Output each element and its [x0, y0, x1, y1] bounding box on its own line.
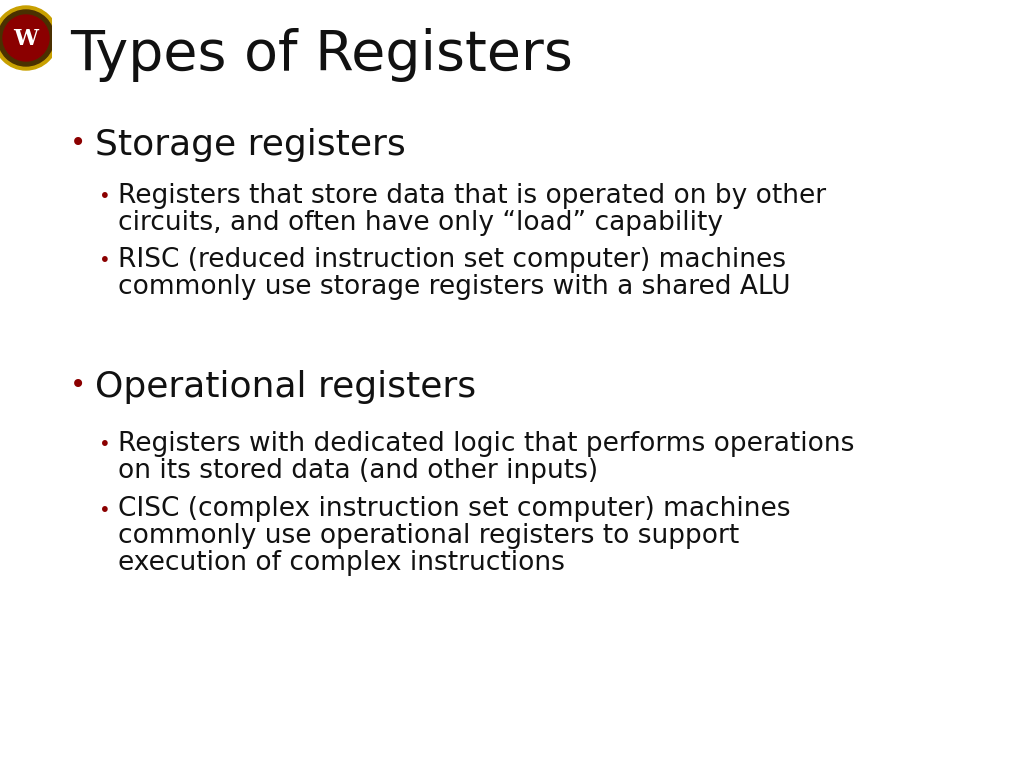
- Text: Operational registers: Operational registers: [95, 370, 476, 404]
- Text: Storage registers: Storage registers: [95, 128, 406, 162]
- Text: Types of Registers: Types of Registers: [70, 28, 572, 82]
- Circle shape: [0, 6, 58, 70]
- Text: Registers that store data that is operated on by other: Registers that store data that is operat…: [118, 183, 826, 209]
- Circle shape: [3, 15, 49, 61]
- Text: Registers: Registers: [17, 339, 35, 429]
- Text: circuits, and often have only “load” capability: circuits, and often have only “load” cap…: [118, 210, 723, 236]
- Text: RISC (reduced instruction set computer) machines: RISC (reduced instruction set computer) …: [118, 247, 786, 273]
- Circle shape: [0, 10, 54, 66]
- Text: •: •: [99, 251, 111, 270]
- Text: W: W: [13, 28, 39, 50]
- Text: Registers with dedicated logic that performs operations: Registers with dedicated logic that perf…: [118, 431, 854, 457]
- Text: on its stored data (and other inputs): on its stored data (and other inputs): [118, 458, 598, 484]
- Text: •: •: [99, 501, 111, 519]
- Text: •: •: [99, 187, 111, 207]
- Text: •: •: [99, 435, 111, 455]
- Text: •: •: [70, 371, 86, 399]
- Text: execution of complex instructions: execution of complex instructions: [118, 550, 565, 576]
- Text: •: •: [70, 129, 86, 157]
- Text: commonly use operational registers to support: commonly use operational registers to su…: [118, 523, 739, 549]
- Text: 6: 6: [20, 743, 32, 757]
- Text: CISC (complex instruction set computer) machines: CISC (complex instruction set computer) …: [118, 496, 791, 522]
- Text: commonly use storage registers with a shared ALU: commonly use storage registers with a sh…: [118, 274, 791, 300]
